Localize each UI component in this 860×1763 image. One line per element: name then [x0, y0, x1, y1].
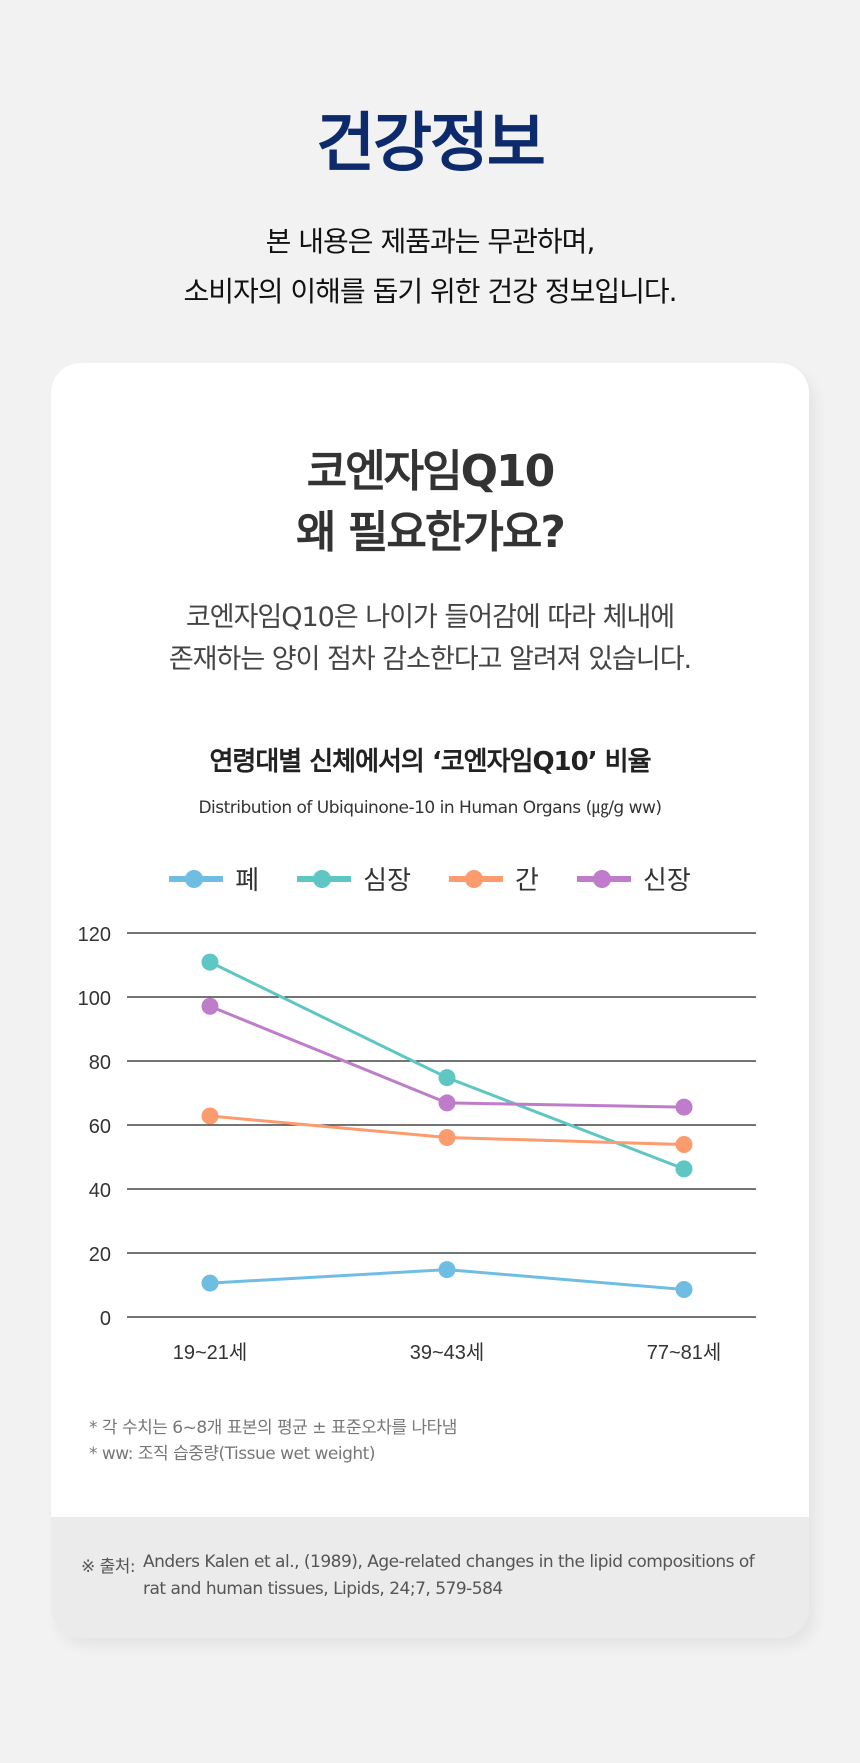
- card-body: 코엔자임Q10은 나이가 들어감에 따라 체내에: [185, 602, 675, 633]
- legend-item: 심장: [297, 860, 411, 897]
- citation-line: rat and human tissues, Lipids, 24;7, 579…: [143, 1579, 503, 1599]
- legend-item: 신장: [576, 860, 691, 897]
- card-body: 존재하는 양이 점차 감소한다고 알려져 있습니다.: [168, 644, 692, 675]
- intro-line: 소비자의 이해를 돕기 위한 건강 정보입니다.: [183, 275, 677, 308]
- data-point: [201, 1107, 219, 1125]
- chart-legend: 폐 심장 간 신장: [51, 860, 809, 897]
- legend-label: 폐: [235, 866, 260, 896]
- info-card: 코엔자임Q10 왜 필요한가요? 코엔자임Q10은 나이가 들어감에 따라 체내…: [51, 363, 809, 1638]
- legend-marker-icon: [576, 869, 631, 888]
- legend-label: 간: [515, 866, 539, 896]
- data-point: [438, 1069, 456, 1087]
- legend-item: 간: [449, 860, 539, 897]
- y-tick-label: 20: [89, 1244, 111, 1266]
- y-tick-label: 100: [78, 988, 111, 1010]
- intro-line: 본 내용은 제품과는 무관하며,: [265, 225, 596, 258]
- x-tick-label: 77~81세: [647, 1341, 722, 1363]
- x-tick-label: 19~21세: [173, 1341, 248, 1363]
- data-point: [438, 1094, 456, 1112]
- card-heading: 왜 필요한가요?: [296, 507, 566, 558]
- legend-marker-icon: [449, 869, 503, 888]
- y-tick-label: 80: [89, 1052, 111, 1074]
- series-line: [209, 1004, 685, 1109]
- card-heading: 코엔자임Q10: [306, 446, 556, 497]
- legend-item: 폐: [169, 860, 259, 897]
- citation-label: ※ 출처:: [81, 1557, 136, 1577]
- y-tick-label: 120: [78, 924, 111, 946]
- x-tick-label: 39~43세: [410, 1341, 485, 1363]
- chart-subtitle: Distribution of Ubiquinone-10 in Human O…: [198, 798, 662, 818]
- chart-note: * 각 수치는 6~8개 표본의 평균 ± 표준오차를 나타냄: [89, 1418, 457, 1438]
- citation-footer: ※ 출처: Anders Kalen et al., (1989), Age-r…: [51, 1517, 809, 1638]
- data-point: [675, 1280, 693, 1298]
- citation-line: Anders Kalen et al., (1989), Age-related…: [143, 1552, 755, 1572]
- data-point: [201, 997, 219, 1015]
- y-tick-label: 40: [89, 1180, 111, 1202]
- legend-label: 심장: [363, 866, 411, 896]
- chart-title: 연령대별 신체에서의 ‘코엔자임Q10’ 비율: [209, 747, 652, 777]
- y-tick-label: 60: [89, 1116, 111, 1138]
- y-tick-label: 0: [100, 1308, 111, 1330]
- data-point: [675, 1098, 693, 1116]
- line-chart: 0 20 40 60 80 100 120 19~21세 39~43세 77~81세: [78, 924, 756, 1363]
- data-point: [438, 1261, 456, 1279]
- data-point: [675, 1160, 693, 1178]
- data-point: [201, 1274, 219, 1292]
- legend-label: 신장: [642, 866, 691, 896]
- legend-marker-icon: [169, 869, 224, 888]
- chart-note: * ww: 조직 습중량(Tissue wet weight): [89, 1444, 375, 1464]
- page-title: 건강정보: [316, 107, 546, 181]
- data-point: [438, 1128, 456, 1146]
- data-point: [201, 953, 219, 971]
- data-point: [675, 1136, 693, 1154]
- legend-marker-icon: [297, 869, 352, 888]
